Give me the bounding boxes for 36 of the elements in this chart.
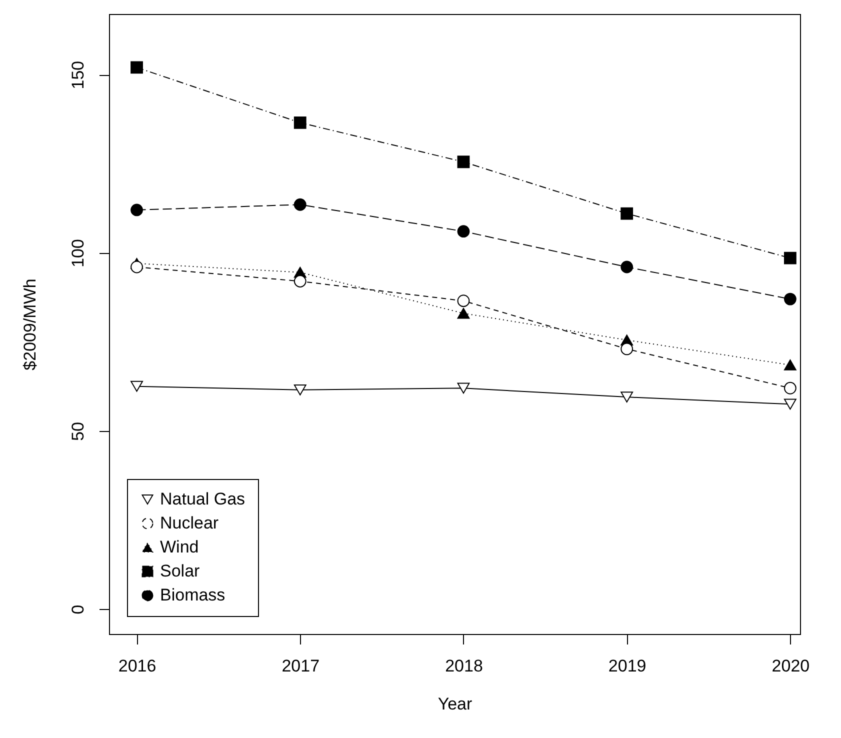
point: [784, 360, 796, 370]
point: [457, 225, 470, 238]
x-tick-label: 2017: [282, 656, 320, 676]
point: [294, 198, 306, 211]
point: [784, 252, 796, 264]
x-tick-label: 2020: [772, 656, 810, 676]
point: [130, 61, 143, 74]
x-tick-label: 2018: [445, 656, 483, 676]
y-tick-label: 150: [68, 60, 88, 90]
legend-label: Nuclear: [160, 514, 219, 532]
y-axis-title: $2009/MWh: [20, 278, 40, 370]
point: [457, 294, 470, 308]
point: [130, 260, 143, 274]
y-tick-label: 50: [68, 422, 88, 441]
x-tick-label: 2016: [118, 656, 156, 676]
y-tick-label: 100: [68, 239, 88, 268]
legend-label: Natual Gas: [160, 490, 246, 508]
y-tick-label: 0: [68, 604, 88, 614]
point: [130, 204, 143, 216]
legend-label: Biomass: [160, 586, 226, 604]
point: [130, 380, 143, 392]
point: [294, 384, 306, 396]
point: [620, 260, 634, 274]
point: [784, 398, 796, 410]
point: [457, 156, 470, 168]
point: [620, 207, 634, 220]
point: [294, 116, 306, 129]
point: [620, 392, 634, 402]
legend-label: Solar: [160, 562, 200, 580]
point: [457, 382, 470, 394]
point: [294, 275, 306, 288]
legend-label: Wind: [160, 538, 199, 556]
x-axis-title: Year: [438, 694, 473, 714]
point: [784, 292, 796, 306]
x-tick-label: 2019: [608, 656, 646, 676]
point: [457, 308, 470, 319]
